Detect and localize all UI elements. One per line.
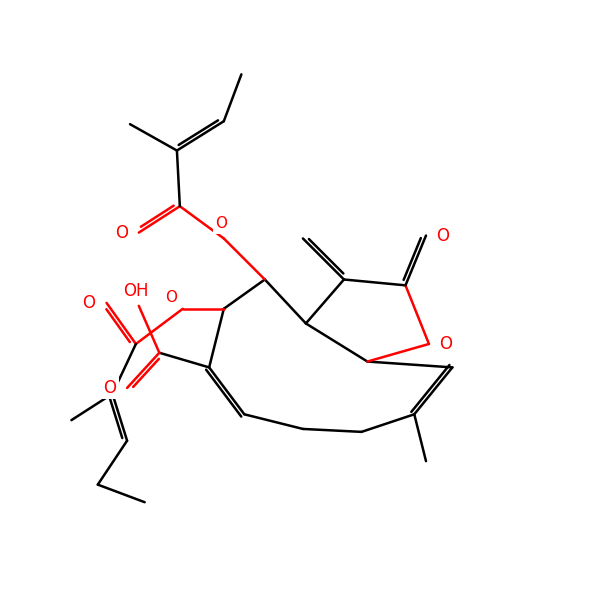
Text: O: O <box>436 227 449 245</box>
Text: O: O <box>103 379 116 397</box>
Text: O: O <box>115 224 128 242</box>
Text: O: O <box>165 290 177 305</box>
Text: OH: OH <box>123 282 149 300</box>
Text: O: O <box>215 217 227 232</box>
Text: O: O <box>439 335 452 353</box>
Text: O: O <box>82 294 95 312</box>
